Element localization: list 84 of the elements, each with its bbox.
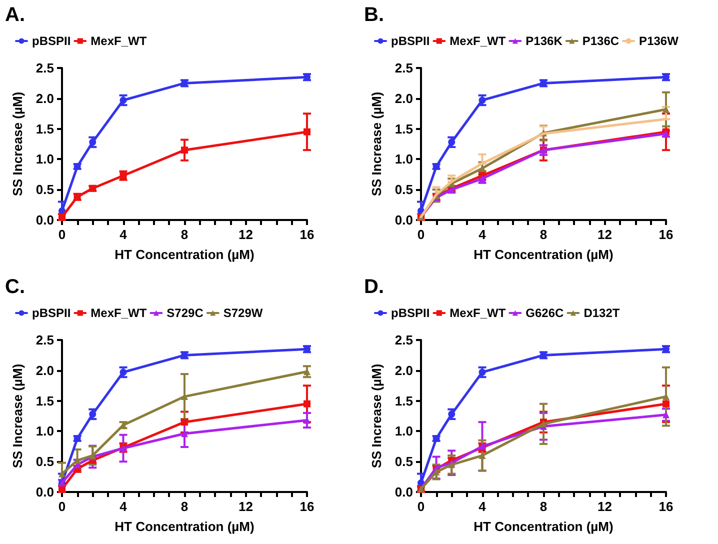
x-tick-label: 8 [180,227,188,242]
x-tick-label: 4 [478,499,487,514]
legend-label: MexF_WT [90,306,148,320]
x-tick-label: 0 [58,499,66,514]
y-tick-label: 0.0 [36,484,54,500]
legend-label: pBSPII [32,306,71,320]
point [89,410,96,418]
legend-label: MexF_WT [450,306,506,320]
legend-label: P136C [582,34,620,48]
legend-label: pBSPII [32,34,71,48]
y-tick-label: 1.0 [394,152,413,167]
point [304,400,310,408]
y-tick-label: 2.0 [36,90,54,106]
chart-title: B. [364,4,384,26]
point [448,410,456,418]
x-tick-label: 0 [417,227,425,242]
legend-label: S729W [223,306,264,320]
y-tick-label: 0.5 [394,182,413,198]
x-tick-label: 4 [478,227,487,242]
point [448,138,456,146]
y-tick-label: 0.5 [36,454,54,470]
y-tick-label: 1.5 [36,121,54,136]
legend-label: pBSPII [391,34,430,48]
y-tick-label: 2.5 [394,60,413,76]
y-tick-label: 2.0 [394,90,413,106]
x-tick-label: 12 [598,499,612,514]
x-tick-label: 16 [658,227,674,242]
x-axis-title: HT Concentration (µM) [474,519,614,534]
x-tick-label: 16 [658,499,674,514]
y-tick-label: 0.0 [36,212,54,228]
legend-label: MexF_WT [90,34,148,48]
x-tick-label: 4 [120,227,128,242]
y-axis-title: SS Increase (µM) [10,92,25,196]
x-tick-label: 0 [58,227,66,242]
y-tick-label: 1.5 [394,121,413,136]
point [304,128,310,136]
x-tick-label: 16 [300,227,314,242]
point [662,400,670,408]
x-tick-label: 12 [598,227,612,242]
legend-label: S729C [166,306,204,320]
y-tick-label: 0.0 [394,212,413,228]
y-axis-title: SS Increase (µM) [10,364,25,468]
point [478,368,486,376]
x-axis-title: HT Concentration (µM) [474,247,614,262]
x-tick-label: 8 [540,499,548,514]
chart-title: A. [5,4,25,26]
x-tick-label: 8 [540,227,548,242]
point [89,138,96,146]
legend-label: G626C [526,306,564,320]
y-tick-label: 1.0 [36,152,54,167]
y-tick-label: 2.0 [36,362,54,378]
y-tick-label: 2.0 [394,362,413,378]
x-tick-label: 4 [120,499,128,514]
legend-label: D132T [584,306,620,320]
point [478,96,486,104]
y-tick-label: 2.5 [36,332,54,348]
x-axis-title: HT Concentration (µM) [114,519,254,534]
legend-label: pBSPII [391,306,430,320]
legend-label: P136K [526,34,563,48]
y-axis-title: SS Increase (µM) [369,364,384,468]
chart-title: D. [364,276,384,298]
x-axis-title: HT Concentration (µM) [114,247,254,262]
x-tick-label: 0 [417,499,425,514]
y-tick-label: 2.5 [36,60,54,76]
point [181,146,188,154]
x-tick-label: 8 [180,499,188,514]
x-tick-label: 16 [300,499,314,514]
y-tick-label: 2.5 [394,332,413,348]
y-tick-label: 1.0 [394,424,413,439]
y-tick-label: 1.5 [394,393,413,408]
y-tick-label: 0.5 [394,454,413,470]
chart-title: C. [5,276,25,298]
legend-label: P136W [639,34,680,48]
point [662,411,670,418]
y-tick-label: 0.5 [36,182,54,198]
x-tick-label: 12 [238,499,253,514]
y-axis-title: SS Increase (µM) [369,92,384,196]
point [120,368,127,376]
x-tick-label: 12 [238,227,253,242]
y-tick-label: 0.0 [394,484,413,500]
legend-label: MexF_WT [450,34,506,48]
point [120,96,127,104]
y-tick-label: 1.0 [36,424,54,439]
y-tick-label: 1.5 [36,393,54,408]
